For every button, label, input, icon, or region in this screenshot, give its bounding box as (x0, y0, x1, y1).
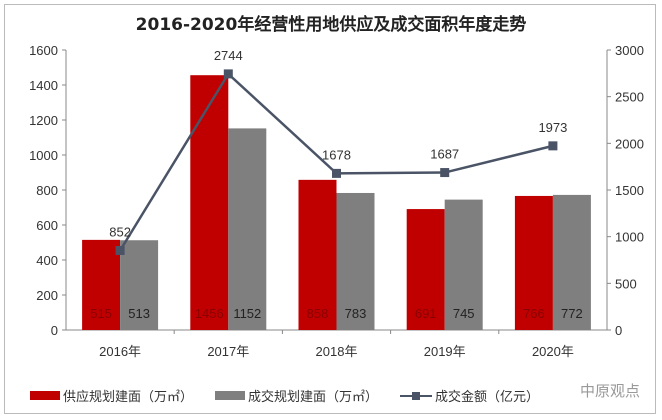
y-tick-label-right: 2500 (615, 90, 644, 105)
bar-supply (298, 179, 337, 330)
bar-data-label: 515 (90, 306, 112, 321)
legend-swatch (215, 391, 245, 400)
line-marker (115, 245, 125, 255)
bar-deal-area (120, 240, 159, 330)
line-data-label: 1678 (322, 147, 351, 162)
y-tick-label-left: 600 (36, 218, 58, 233)
watermark: 中原观点 (580, 382, 641, 400)
chart-frame (4, 4, 656, 414)
y-tick-label-left: 400 (36, 253, 58, 268)
bar-data-label: 513 (128, 306, 150, 321)
x-tick-label: 2017年 (207, 344, 249, 359)
x-tick-label: 2016年 (99, 344, 141, 359)
bar-deal-area (336, 192, 375, 330)
bar-supply (190, 75, 229, 330)
y-tick-label-left: 1000 (29, 148, 58, 163)
legend-line-marker (400, 391, 432, 400)
y-tick-label-right: 3000 (615, 43, 644, 58)
line-data-label: 852 (109, 224, 131, 239)
bar-data-label: 772 (561, 306, 583, 321)
y-tick-label-right: 1500 (615, 183, 644, 198)
y-tick-label-right: 1000 (615, 230, 644, 245)
legend-item-deal-amount: 成交金额（亿元） (400, 386, 539, 405)
bar-deal-area (444, 199, 483, 330)
line-marker (223, 69, 233, 79)
x-tick-label: 2019年 (424, 344, 466, 359)
bar-data-label: 691 (415, 306, 437, 321)
x-tick-label: 2018年 (316, 344, 358, 359)
y-tick-label-left: 1600 (29, 43, 58, 58)
line-data-label: 1687 (430, 147, 459, 162)
y-tick-label-left: 800 (36, 183, 58, 198)
y-tick-label-right: 500 (615, 276, 637, 291)
legend-label: 成交规划建面（万㎡） (248, 390, 379, 405)
y-tick-label-left: 0 (51, 323, 58, 338)
bar-data-label: 1456 (195, 306, 224, 321)
legend-swatch (30, 391, 60, 400)
line-data-label: 2744 (214, 48, 243, 63)
bar-supply (514, 195, 553, 330)
line-marker (332, 168, 341, 178)
legend-item-deal-area: 成交规划建面（万㎡） (215, 386, 378, 405)
bar-data-label: 1152 (233, 306, 261, 321)
bar-data-label: 766 (523, 306, 545, 321)
legend-label: 供应规划建面（万㎡） (63, 390, 194, 405)
legend-item-supply: 供应规划建面（万㎡） (30, 386, 193, 405)
line-data-label: 1973 (538, 120, 567, 135)
bar-deal-area (228, 128, 267, 330)
y-tick-label-left: 200 (36, 288, 58, 303)
y-tick-label-right: 2000 (615, 136, 644, 151)
y-tick-label-left: 1400 (29, 78, 58, 93)
legend-label: 成交金额（亿元） (435, 390, 540, 405)
y-tick-label-right: 0 (615, 323, 622, 338)
bar-supply (406, 209, 445, 330)
line-marker (548, 141, 558, 151)
y-tick-label-left: 1200 (29, 113, 58, 128)
bar-supply (82, 239, 121, 330)
bar-deal-area (552, 194, 591, 330)
chart-title: 2016-2020年经营性用地供应及成交面积年度走势 (135, 15, 527, 35)
bar-data-label: 858 (307, 306, 329, 321)
x-tick-label: 2020年 (532, 344, 574, 359)
line-marker (440, 168, 450, 178)
bar-data-label: 783 (345, 306, 367, 321)
bar-data-label: 745 (453, 306, 475, 321)
